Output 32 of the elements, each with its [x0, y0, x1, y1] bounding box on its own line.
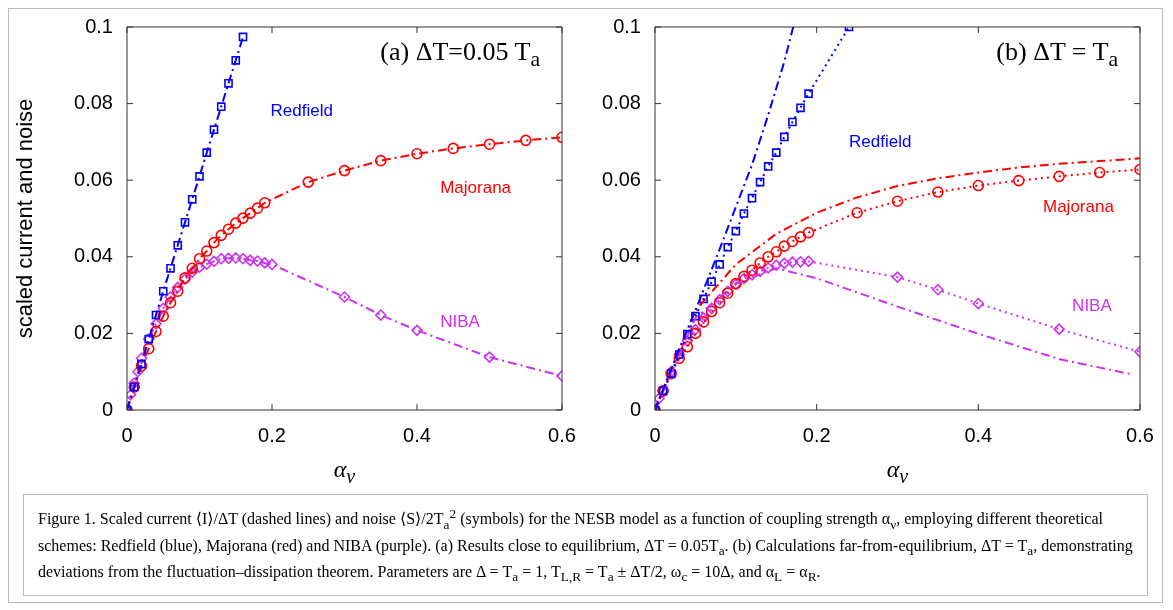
x-tick-label: 0.6 [548, 423, 576, 446]
x-tick-label: 0 [649, 423, 661, 446]
x-tick-label: 0.2 [258, 423, 286, 446]
x-axis-title: α$_{ν}$ [332, 456, 357, 488]
x-tick-label: 0.4 [964, 423, 993, 446]
y-tick-label: 0.1 [85, 14, 113, 37]
annotation: (a) ΔT=0.05 T$_{a}$ [380, 37, 540, 73]
y-tick-label: 0.04 [74, 244, 113, 267]
y-tick-label: 0.02 [602, 320, 641, 343]
series-label: Majorana [440, 177, 512, 197]
y-tick-label: 0.06 [74, 167, 113, 190]
y-tick-label: 0.1 [613, 14, 641, 37]
x-tick-label: 0.6 [1126, 423, 1154, 446]
y-tick-label: 0.02 [74, 320, 113, 343]
text: Redfield [849, 131, 912, 151]
x-tick-label: 0.4 [403, 423, 431, 446]
y-tick-label: 0 [629, 397, 641, 420]
text: Figure 1. Scaled current ⟨I⟩/ΔT (dashed lines) and noise ⟨S⟩/2T$_{a}$$^{2}$ (symbols) for the NESB model as a function of coupling strength α$_{ν}$, employing different theoretical schemes: Redfield (blue), Majorana (red) and NIBA (purple). (a) Results close to equilibrium, ΔT = 0.05T$_{a}$. (b) Calculations far-from-equilibrium, ΔT = T$_{a}$, demonstrating deviations from the fluctuation–dissipation theorem. Parameters are Δ = T$_{a}$ = 1, T$_{L,R}$ = T$_{a}$ ± ΔT/2, ω$_{c}$ = 10Δ, and α$_{L}$ = α$_{R}$. [38, 506, 1133, 584]
annotation: (b) ΔT = T$_{a}$ [996, 37, 1118, 73]
x-axis-title: α$_{ν}$ [885, 456, 910, 488]
series-label: NIBA [1072, 296, 1113, 316]
y-tick-label: 0.06 [602, 167, 641, 190]
series-label: Majorana [1043, 196, 1115, 216]
y-axis-title: scaled current and noise [12, 98, 38, 339]
y-tick-label: 0.04 [602, 244, 641, 267]
text: Redfield [270, 100, 333, 120]
y-tick-label: 0.08 [74, 91, 113, 114]
x-tick-label: 0 [121, 423, 133, 446]
x-tick-label: 0.2 [802, 423, 831, 446]
series-label: NIBA [440, 311, 481, 331]
y-tick-label: 0 [101, 397, 113, 420]
y-tick-label: 0.08 [602, 91, 641, 114]
